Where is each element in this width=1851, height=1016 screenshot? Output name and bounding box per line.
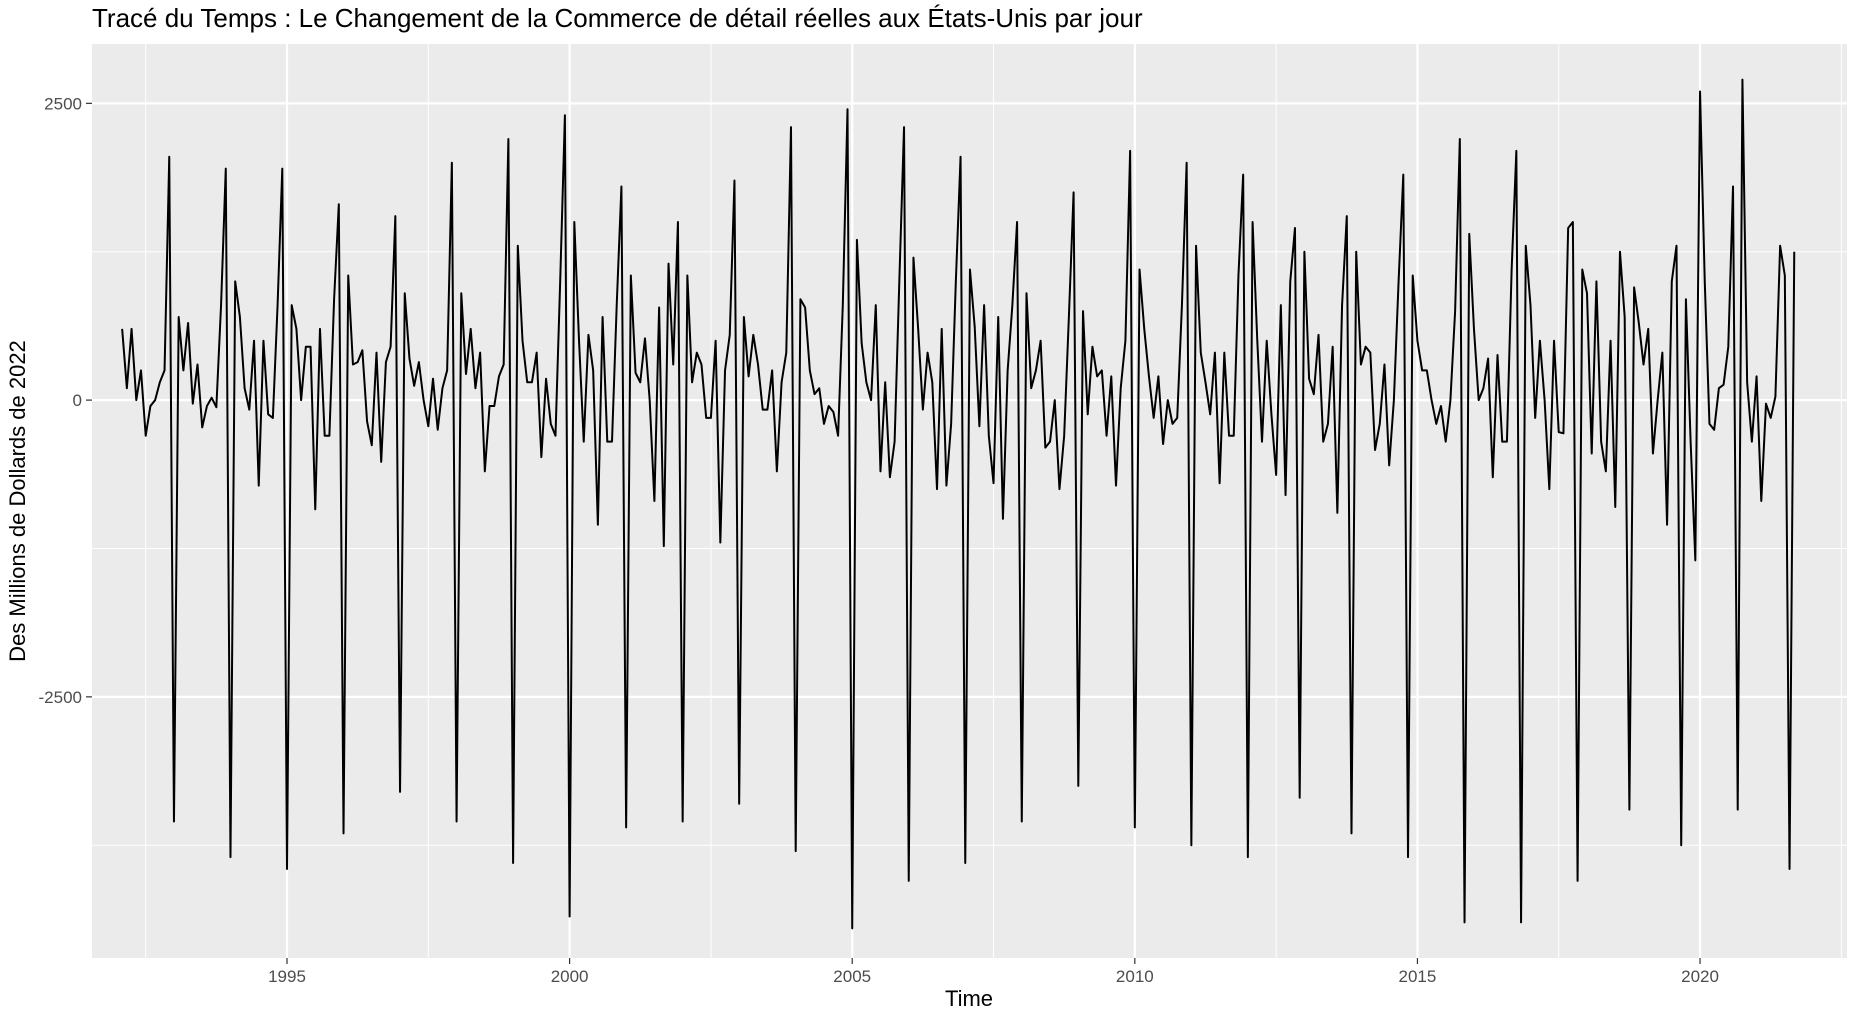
y-tick-label: -2500	[39, 688, 82, 707]
x-axis: 1995 2000 2005 2010 2015 2020	[268, 958, 1719, 986]
y-axis-title: Des Millions de Dollards de 2022	[5, 340, 30, 662]
x-tick-label: 2015	[1399, 967, 1437, 986]
chart-title: Tracé du Temps : Le Changement de la Com…	[92, 3, 1143, 33]
plot-panel	[92, 44, 1847, 958]
x-tick-label: 2010	[1116, 967, 1154, 986]
y-tick-label: 0	[73, 391, 82, 410]
x-tick-label: 2020	[1681, 967, 1719, 986]
series-layer	[121, 78, 1796, 930]
y-tick-label: 2500	[44, 94, 82, 113]
x-axis-title: Time	[945, 986, 993, 1011]
x-tick-label: 2005	[833, 967, 871, 986]
x-tick-label: 2000	[551, 967, 589, 986]
series-line	[121, 78, 1796, 930]
y-axis: 2500 0 -2500	[39, 94, 92, 707]
x-tick-label: 1995	[268, 967, 306, 986]
minor-gridlines	[92, 44, 1847, 958]
